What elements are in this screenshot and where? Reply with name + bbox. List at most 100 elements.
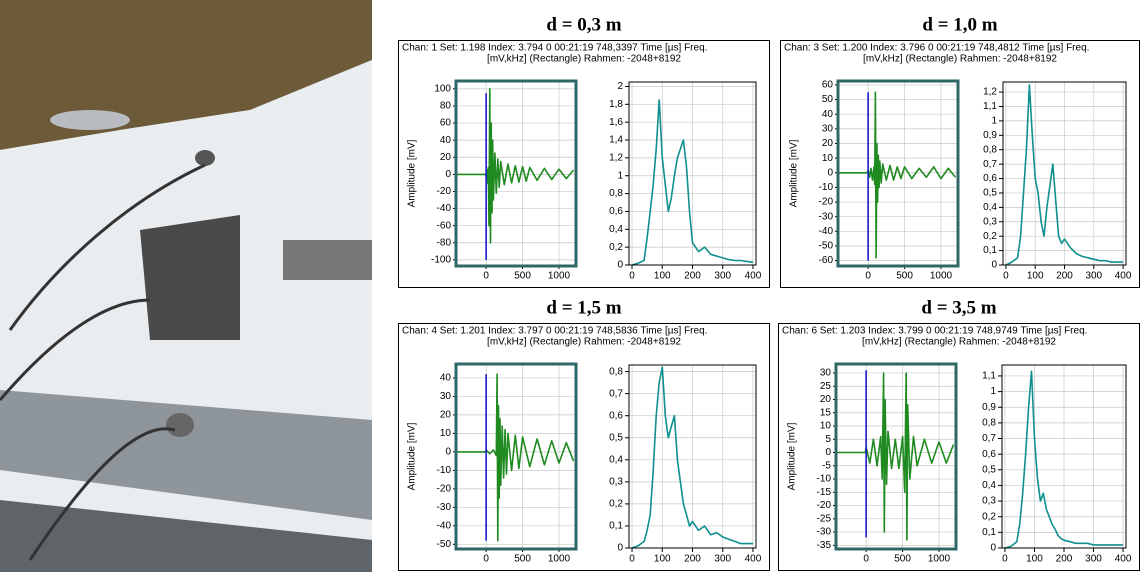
plot-area bbox=[457, 365, 575, 548]
x-tick-label: 200 bbox=[684, 271, 701, 282]
signal-line bbox=[839, 91, 957, 259]
x-tick-label: 1000 bbox=[548, 554, 571, 565]
plot-frame bbox=[836, 79, 960, 268]
x-tick-label: 0 bbox=[1003, 271, 1009, 282]
y-axis-label: Amplitude [mV] bbox=[407, 139, 418, 207]
y-tick-label: 1 bbox=[991, 116, 997, 127]
plot-frame bbox=[628, 364, 757, 549]
y-tick-label: 0,4 bbox=[982, 480, 996, 491]
y-tick-label: 80 bbox=[440, 101, 452, 112]
x-tick-label: 200 bbox=[684, 554, 701, 565]
panel-info: Chan: 4 Set: 1.201 Index: 3.797 0 00:21:… bbox=[402, 326, 707, 337]
x-tick-label: 300 bbox=[1085, 271, 1102, 282]
y-tick-label: 25 bbox=[820, 381, 832, 392]
y-tick-label: -40 bbox=[819, 226, 834, 237]
y-tick-label: -50 bbox=[819, 241, 834, 252]
x-tick-label: 1000 bbox=[930, 271, 953, 282]
y-tick-label: -20 bbox=[437, 483, 452, 494]
x-tick-label: 0 bbox=[483, 554, 489, 565]
y-tick-label: -25 bbox=[817, 513, 832, 524]
y-tick-label: -20 bbox=[817, 500, 832, 511]
y-tick-label: 5 bbox=[825, 434, 831, 445]
plot-frame bbox=[454, 362, 578, 551]
y-tick-label: 0 bbox=[825, 447, 831, 458]
y-tick-label: -80 bbox=[437, 237, 452, 248]
y-tick-label: 2 bbox=[617, 81, 623, 92]
y-tick-label: -30 bbox=[819, 211, 834, 222]
signal-line bbox=[1004, 370, 1123, 549]
sensor-mount bbox=[50, 110, 130, 130]
y-tick-label: -35 bbox=[817, 540, 832, 551]
x-tick-label: 300 bbox=[714, 554, 731, 565]
y-tick-label: 50 bbox=[822, 94, 834, 105]
x-tick-label: 300 bbox=[714, 271, 731, 282]
y-tick-label: 0,3 bbox=[983, 216, 997, 227]
y-tick-label: 0,8 bbox=[982, 418, 996, 429]
y-tick-label: -5 bbox=[822, 460, 831, 471]
y-tick-label: 40 bbox=[822, 109, 834, 120]
y-tick-label: 0,1 bbox=[983, 245, 997, 256]
y-tick-label: 30 bbox=[440, 391, 452, 402]
plot-frame bbox=[1001, 364, 1127, 549]
y-tick-label: -10 bbox=[437, 465, 452, 476]
x-tick-label: 400 bbox=[1115, 271, 1132, 282]
plot-frame bbox=[628, 81, 757, 266]
plot-frame bbox=[834, 362, 958, 551]
x-tick-label: 1000 bbox=[928, 554, 951, 565]
panel-title: d = 1,0 m bbox=[922, 14, 997, 35]
panel-info: [mV,kHz] (Rectangle) Rahmen: -2048+8192 bbox=[862, 337, 1056, 348]
x-tick-label: 0 bbox=[629, 271, 635, 282]
panel-frame bbox=[398, 323, 770, 571]
x-tick-label: 300 bbox=[1085, 554, 1102, 565]
x-tick-label: 200 bbox=[1056, 554, 1073, 565]
sensor bbox=[195, 150, 215, 166]
x-tick-label: 100 bbox=[1027, 271, 1044, 282]
x-tick-label: 200 bbox=[1056, 271, 1073, 282]
y-tick-label: -10 bbox=[817, 474, 832, 485]
y-tick-label: 0,5 bbox=[982, 464, 996, 475]
y-tick-label: 1,2 bbox=[983, 87, 997, 98]
signal-line bbox=[457, 88, 575, 244]
y-tick-label: 20 bbox=[820, 394, 832, 405]
signal-line bbox=[1005, 84, 1124, 266]
y-tick-label: 0,7 bbox=[983, 159, 997, 170]
y-tick-label: 100 bbox=[434, 83, 451, 94]
y-tick-label: 0,4 bbox=[983, 202, 997, 213]
x-tick-label: 500 bbox=[894, 554, 911, 565]
shadow bbox=[0, 390, 372, 520]
panel-info: [mV,kHz] (Rectangle) Rahmen: -2048+8192 bbox=[487, 337, 681, 348]
y-tick-label: 40 bbox=[440, 135, 452, 146]
y-tick-label: 0,2 bbox=[982, 511, 996, 522]
x-tick-label: 0 bbox=[863, 554, 869, 565]
y-tick-label: 0 bbox=[445, 169, 451, 180]
y-tick-label: 20 bbox=[440, 152, 452, 163]
y-axis-label: Amplitude [mV] bbox=[787, 422, 798, 490]
photo bbox=[0, 0, 372, 572]
y-tick-label: 0,9 bbox=[982, 402, 996, 413]
panel-info: Chan: 6 Set: 1.203 Index: 3.799 0 00:21:… bbox=[782, 326, 1087, 337]
y-tick-label: 0,4 bbox=[609, 454, 623, 465]
x-tick-label: 0 bbox=[629, 554, 635, 565]
shadow bbox=[0, 500, 372, 572]
y-tick-label: 0,8 bbox=[609, 366, 623, 377]
y-tick-label: 10 bbox=[820, 421, 832, 432]
x-tick-label: 400 bbox=[745, 271, 762, 282]
x-tick-label: 100 bbox=[1026, 554, 1043, 565]
signal-line bbox=[631, 366, 753, 549]
panel-title: d = 0,3 m bbox=[546, 14, 621, 35]
cables bbox=[0, 163, 206, 561]
y-tick-label: 0,1 bbox=[609, 521, 623, 532]
y-tick-label: 10 bbox=[822, 153, 834, 164]
y-tick-label: 0,3 bbox=[982, 496, 996, 507]
y-tick-label: 0,2 bbox=[609, 499, 623, 510]
y-tick-label: -15 bbox=[817, 487, 832, 498]
x-tick-label: 0 bbox=[865, 271, 871, 282]
y-tick-label: 0,3 bbox=[609, 476, 623, 487]
x-tick-label: 500 bbox=[514, 554, 531, 565]
y-tick-label: 0,6 bbox=[983, 173, 997, 184]
x-tick-label: 1000 bbox=[548, 271, 571, 282]
y-tick-label: 0,6 bbox=[609, 410, 623, 421]
plot-area bbox=[457, 82, 575, 265]
